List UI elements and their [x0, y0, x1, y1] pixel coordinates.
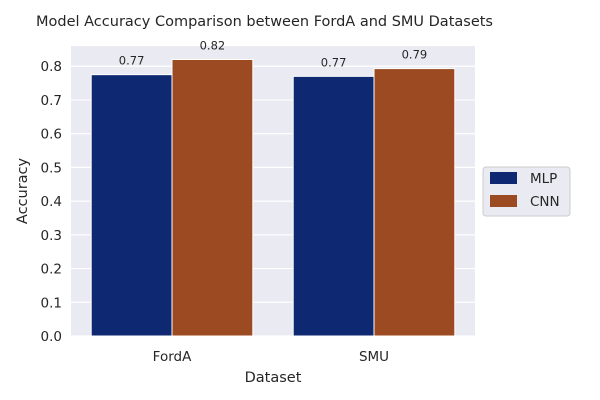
y-tick-label: 0.1 [41, 295, 62, 311]
y-tick-label: 0.3 [41, 228, 62, 244]
legend-swatch-mlp [490, 172, 517, 184]
y-tick-label: 0.8 [41, 59, 62, 75]
y-tick-label: 0.4 [41, 194, 62, 210]
data-label: 0.77 [321, 55, 347, 69]
data-label: 0.79 [402, 48, 428, 62]
x-axis-ticks: FordA SMU [153, 349, 389, 365]
bar-mlp-smu [292, 75, 375, 337]
legend: MLP CNN [482, 166, 571, 217]
y-tick-label: 0.5 [41, 160, 62, 176]
y-tick-label: 0.2 [41, 262, 62, 278]
y-axis-label: Accuracy [15, 157, 31, 224]
bar-labels: 0.77 0.82 0.77 0.79 [119, 38, 427, 69]
legend-label-cnn: CNN [530, 194, 560, 210]
bars [90, 58, 456, 337]
y-axis-ticks: 0.0 0.1 0.2 0.3 0.4 0.5 0.6 0.7 0.8 [41, 59, 62, 345]
data-label: 0.82 [200, 38, 226, 52]
x-axis-label: Dataset [245, 370, 302, 386]
bar-cnn-forda [171, 58, 254, 337]
y-tick-label: 0.7 [41, 93, 62, 109]
y-tick-label: 0.6 [41, 127, 62, 143]
legend-label-mlp: MLP [530, 171, 557, 187]
chart-title: Model Accuracy Comparison between FordA … [36, 14, 493, 30]
x-tick-label: SMU [359, 349, 389, 365]
bar-mlp-forda [90, 74, 173, 337]
data-label: 0.77 [119, 54, 145, 68]
bar-cnn-smu [373, 68, 456, 337]
x-tick-label: FordA [153, 349, 192, 365]
legend-swatch-cnn [490, 195, 517, 207]
y-tick-label: 0.0 [41, 329, 62, 345]
